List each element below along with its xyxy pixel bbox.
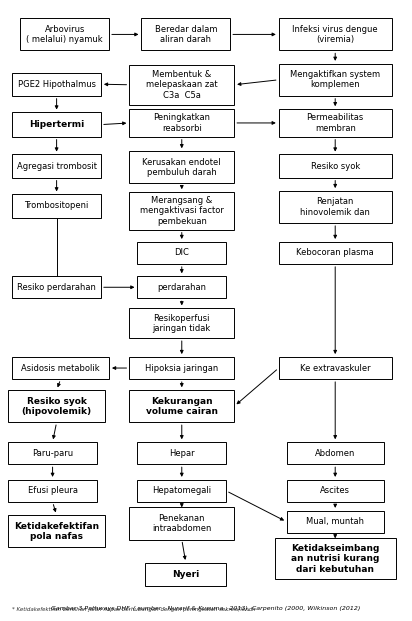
Text: Nyeri: Nyeri <box>172 570 199 579</box>
Text: Agregasi trombosit: Agregasi trombosit <box>16 161 96 171</box>
Text: Hipertermi: Hipertermi <box>29 120 84 129</box>
FancyBboxPatch shape <box>287 442 384 465</box>
Text: Resiko perdarahan: Resiko perdarahan <box>17 283 96 292</box>
FancyBboxPatch shape <box>287 511 384 533</box>
FancyBboxPatch shape <box>8 442 97 465</box>
FancyBboxPatch shape <box>275 538 396 579</box>
Text: Penekanan
intraabdomen: Penekanan intraabdomen <box>152 514 211 533</box>
Text: Resiko syok
(hipovolemik): Resiko syok (hipovolemik) <box>21 397 92 416</box>
FancyBboxPatch shape <box>8 480 97 502</box>
Text: * Ketidakefektifan bersihan jalan napas berhubungan dengan peningkatan sekresi/l: * Ketidakefektifan bersihan jalan napas … <box>12 607 256 612</box>
FancyBboxPatch shape <box>279 19 392 50</box>
FancyBboxPatch shape <box>279 357 392 379</box>
Text: Mual, muntah: Mual, muntah <box>306 517 364 527</box>
Text: Abdomen: Abdomen <box>315 449 356 458</box>
FancyBboxPatch shape <box>137 442 226 465</box>
Text: Kerusakan endotel
pembuluh darah: Kerusakan endotel pembuluh darah <box>143 158 221 177</box>
Text: Paru-paru: Paru-paru <box>32 449 73 458</box>
Text: Kekurangan
volume cairan: Kekurangan volume cairan <box>146 397 218 416</box>
Text: Ascites: Ascites <box>320 486 350 496</box>
FancyBboxPatch shape <box>12 194 101 217</box>
FancyBboxPatch shape <box>141 19 230 50</box>
FancyBboxPatch shape <box>8 390 105 422</box>
FancyBboxPatch shape <box>279 242 392 264</box>
Text: Efusi pleura: Efusi pleura <box>28 486 77 496</box>
Text: Kebocoran plasma: Kebocoran plasma <box>296 248 374 258</box>
Text: Hepatomegali: Hepatomegali <box>152 486 211 496</box>
Text: PGE2 Hipothalmus: PGE2 Hipothalmus <box>18 79 96 89</box>
FancyBboxPatch shape <box>279 109 392 137</box>
Text: Infeksi virus dengue
(viremia): Infeksi virus dengue (viremia) <box>293 25 378 44</box>
Text: DIC: DIC <box>174 248 189 258</box>
Text: Resiko syok: Resiko syok <box>311 161 360 171</box>
Text: Membentuk &
melepaskaan zat
C3a  C5a: Membentuk & melepaskaan zat C3a C5a <box>146 70 218 100</box>
FancyBboxPatch shape <box>137 276 226 298</box>
FancyBboxPatch shape <box>8 515 105 547</box>
FancyBboxPatch shape <box>12 73 101 96</box>
Text: Ketidakefektifan
pola nafas: Ketidakefektifan pola nafas <box>14 522 99 541</box>
FancyBboxPatch shape <box>12 276 101 298</box>
Text: Renjatan
hinovolemik dan: Renjatan hinovolemik dan <box>300 197 370 217</box>
FancyBboxPatch shape <box>129 390 234 422</box>
FancyBboxPatch shape <box>129 109 234 137</box>
FancyBboxPatch shape <box>279 191 392 223</box>
FancyBboxPatch shape <box>279 64 392 96</box>
FancyBboxPatch shape <box>137 480 226 502</box>
Text: Peningkatkan
reabsorbi: Peningkatkan reabsorbi <box>153 113 210 133</box>
Text: perdarahan: perdarahan <box>157 283 206 292</box>
FancyBboxPatch shape <box>12 112 101 137</box>
Text: Ke extravaskuler: Ke extravaskuler <box>300 363 370 373</box>
Text: Trombositopeni: Trombositopeni <box>24 201 89 211</box>
FancyBboxPatch shape <box>129 308 234 338</box>
Text: Gambar 3.Pathways DHF. ( sumber : Nurarif & Kusuma , 2013), Carpenito (2000, Wil: Gambar 3.Pathways DHF. ( sumber : Nurari… <box>52 607 360 612</box>
Text: Merangsang &
mengaktivasi factor
pembekuan: Merangsang & mengaktivasi factor pembeku… <box>140 196 224 226</box>
Text: Mengaktifkan system
komplemen: Mengaktifkan system komplemen <box>290 70 380 89</box>
Text: Permeabilitas
membran: Permeabilitas membran <box>307 113 364 133</box>
FancyBboxPatch shape <box>12 357 109 379</box>
Text: Ketidakseimbang
an nutrisi kurang
dari kebutuhan: Ketidakseimbang an nutrisi kurang dari k… <box>291 544 379 574</box>
FancyBboxPatch shape <box>129 357 234 379</box>
FancyBboxPatch shape <box>129 151 234 183</box>
FancyBboxPatch shape <box>129 507 234 540</box>
FancyBboxPatch shape <box>279 155 392 178</box>
FancyBboxPatch shape <box>20 19 109 50</box>
Text: Hepar: Hepar <box>169 449 194 458</box>
FancyBboxPatch shape <box>137 242 226 264</box>
Text: Arbovirus
( melalui) nyamuk: Arbovirus ( melalui) nyamuk <box>26 25 103 44</box>
FancyBboxPatch shape <box>12 155 101 178</box>
FancyBboxPatch shape <box>145 563 226 586</box>
FancyBboxPatch shape <box>129 65 234 105</box>
Text: Hipoksia jaringan: Hipoksia jaringan <box>145 363 218 373</box>
Text: Asidosis metabolik: Asidosis metabolik <box>21 363 100 373</box>
Text: Beredar dalam
aliran darah: Beredar dalam aliran darah <box>154 25 217 44</box>
FancyBboxPatch shape <box>129 192 234 230</box>
FancyBboxPatch shape <box>287 480 384 502</box>
Text: Resikoperfusi
jaringan tidak: Resikoperfusi jaringan tidak <box>153 314 211 333</box>
